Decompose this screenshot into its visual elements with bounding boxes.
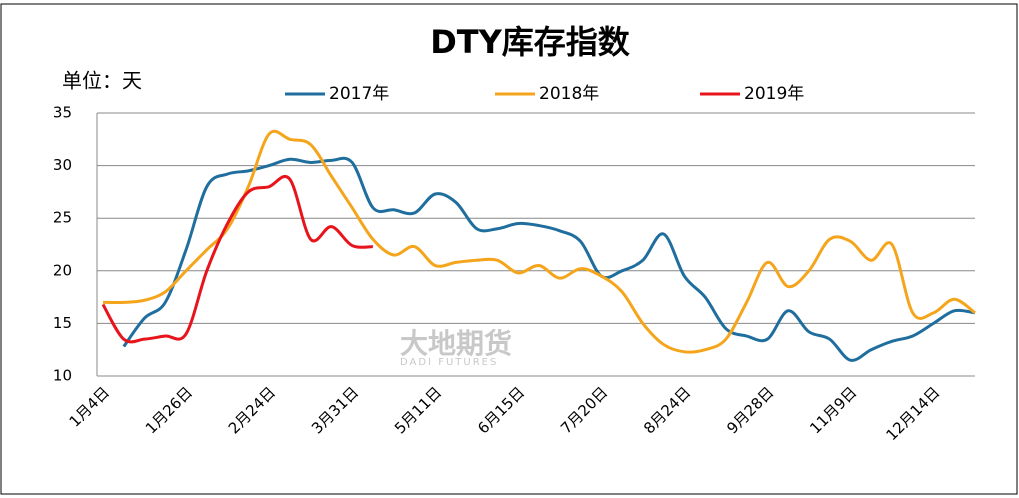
y-tick-label: 30 [53,156,72,174]
legend-label: 2018年 [539,84,599,104]
y-axis-label: 单位：天 [62,69,142,93]
frame [0,3,1018,495]
series-line [122,156,976,362]
y-tick-label: 25 [53,209,72,227]
legend-label: 2019年 [744,84,804,104]
y-tick-label: 10 [53,367,72,385]
series-line [101,174,373,344]
series-line [102,129,976,354]
watermark-sub: DADI FUTURES [400,357,498,368]
chart-title: DTY库存指数 [430,23,631,61]
y-tick-label: 20 [53,261,72,279]
legend-label: 2017年 [329,84,389,104]
y-tick-label: 35 [53,104,72,122]
y-tick-label: 15 [53,314,72,332]
watermark: 大地期货 [400,327,512,360]
